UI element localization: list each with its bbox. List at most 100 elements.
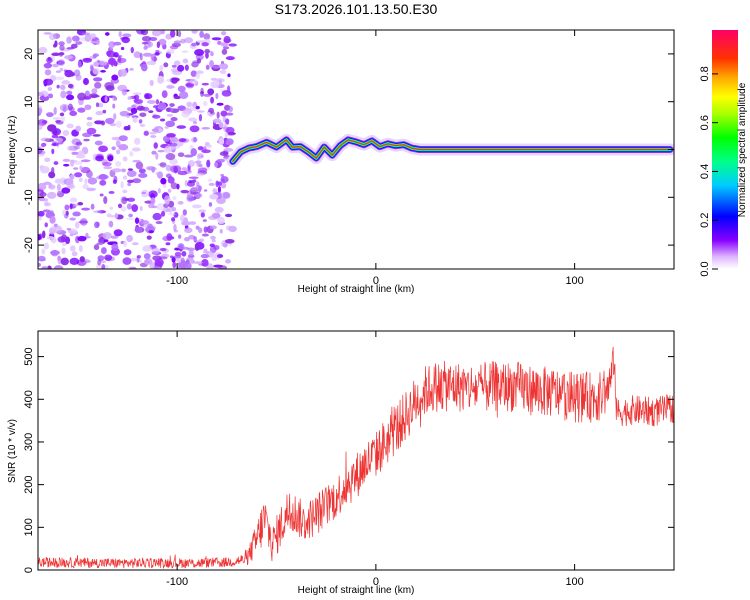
noise-blob xyxy=(136,105,146,111)
noise-blob xyxy=(49,216,56,224)
noise-blob xyxy=(103,239,109,243)
noise-blob xyxy=(118,31,122,38)
chart-title: S173.2026.101.13.50.E30 xyxy=(275,1,438,17)
noise-blob xyxy=(160,30,165,35)
noise-blob xyxy=(110,123,117,127)
noise-blob xyxy=(210,96,214,104)
noise-blob xyxy=(114,212,119,219)
noise-blob xyxy=(103,166,113,170)
noise-blob xyxy=(197,167,208,173)
noise-blob xyxy=(52,117,62,120)
noise-blob xyxy=(118,135,128,142)
noise-blob xyxy=(50,167,55,174)
noise-blob xyxy=(38,124,43,130)
noise-blob xyxy=(69,203,73,210)
noise-blob xyxy=(66,94,75,101)
noise-blob xyxy=(96,242,104,246)
noise-blob xyxy=(104,96,108,102)
noise-blob xyxy=(188,250,194,256)
noise-blob xyxy=(113,41,122,46)
noise-blob xyxy=(82,183,89,190)
noise-blob xyxy=(57,59,66,67)
noise-blob xyxy=(131,204,139,212)
noise-blob xyxy=(115,149,121,155)
noise-blob xyxy=(109,42,114,51)
noise-blob xyxy=(57,255,61,261)
noise-blob xyxy=(93,210,103,214)
noise-blob xyxy=(182,58,189,64)
noise-blob xyxy=(214,206,224,213)
noise-blob xyxy=(171,217,176,222)
noise-blob xyxy=(69,159,78,163)
noise-blob xyxy=(184,37,194,44)
noise-blob xyxy=(104,254,113,261)
noise-blob xyxy=(171,64,177,68)
spectrogram-y-tick-label: 20 xyxy=(23,48,35,60)
noise-blob xyxy=(134,137,141,145)
noise-blob xyxy=(210,81,220,89)
noise-blob xyxy=(195,71,201,80)
noise-blob xyxy=(219,151,229,157)
noise-blob xyxy=(151,150,157,155)
snr-y-tick-label: 100 xyxy=(23,518,35,536)
noise-blob xyxy=(46,112,54,118)
noise-blob xyxy=(171,206,177,212)
noise-blob xyxy=(184,64,189,71)
noise-blob xyxy=(171,42,182,47)
noise-blob xyxy=(210,77,217,81)
noise-blob xyxy=(78,150,85,156)
noise-blob xyxy=(81,207,91,211)
noise-blob xyxy=(148,110,154,114)
noise-blob xyxy=(80,159,91,163)
colorbar-tick-label: 0.8 xyxy=(699,66,711,81)
noise-blob xyxy=(106,213,112,218)
noise-blob xyxy=(164,145,175,151)
noise-blob xyxy=(222,46,230,50)
noise-blob xyxy=(193,136,197,143)
noise-blob xyxy=(105,85,115,91)
noise-blob xyxy=(42,120,48,124)
noise-blob xyxy=(122,156,128,162)
noise-blob xyxy=(186,257,194,261)
noise-blob xyxy=(177,234,182,239)
noise-blob xyxy=(127,168,134,171)
noise-blob xyxy=(73,69,81,77)
noise-blob xyxy=(177,243,185,250)
noise-blob xyxy=(181,250,187,257)
noise-blob xyxy=(206,159,211,168)
noise-blob xyxy=(171,79,178,84)
colorbar-tick-label: 0.6 xyxy=(699,115,711,130)
noise-blob xyxy=(198,209,207,213)
noise-blob xyxy=(177,170,188,176)
noise-blob xyxy=(132,117,138,123)
noise-blob xyxy=(166,113,173,117)
noise-blob xyxy=(221,31,227,36)
noise-blob xyxy=(183,237,190,242)
noise-blob xyxy=(61,247,66,255)
snr-y-tick-label: 200 xyxy=(23,475,35,493)
spectrogram-signal-track xyxy=(226,133,674,168)
noise-blob xyxy=(59,67,64,72)
noise-blob xyxy=(126,170,137,178)
noise-blob xyxy=(167,188,172,193)
noise-blob xyxy=(108,57,117,66)
noise-blob xyxy=(219,69,227,75)
noise-blob xyxy=(60,257,69,266)
noise-blob xyxy=(216,102,224,106)
noise-blob xyxy=(188,117,198,122)
noise-blob xyxy=(177,152,185,158)
noise-blob xyxy=(202,250,209,254)
noise-blob xyxy=(196,58,202,64)
noise-blob xyxy=(55,70,62,73)
noise-blob xyxy=(159,247,167,252)
noise-blob xyxy=(108,190,115,194)
noise-blob xyxy=(78,177,83,183)
noise-blob xyxy=(115,161,122,167)
noise-blob xyxy=(149,131,157,135)
noise-blob xyxy=(225,259,232,264)
noise-blob xyxy=(75,125,82,132)
noise-blob xyxy=(209,243,215,248)
noise-blob xyxy=(217,254,224,258)
noise-blob xyxy=(210,235,216,240)
noise-blob xyxy=(61,187,71,194)
